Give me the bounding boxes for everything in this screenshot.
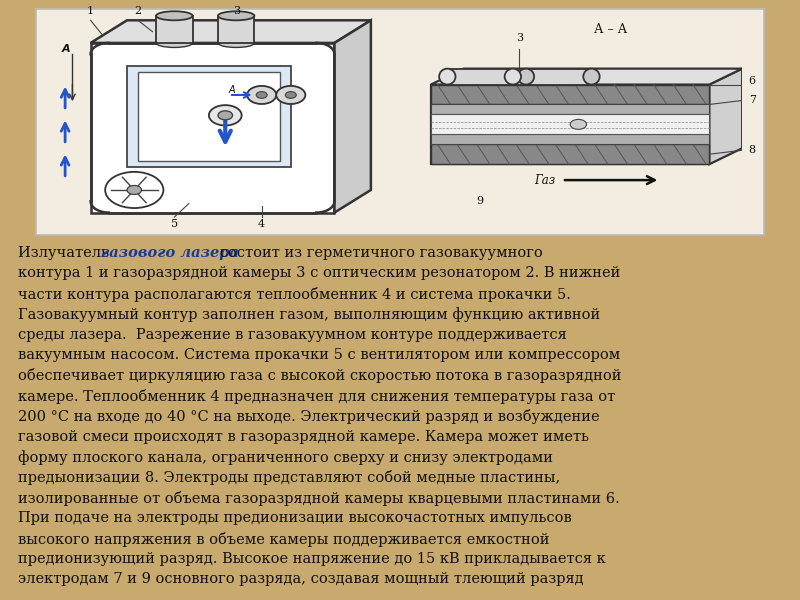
Text: 4: 4 [258, 219, 266, 229]
Text: вакуумным насосом. Система прокачки 5 с вентилятором или компрессором: вакуумным насосом. Система прокачки 5 с … [18, 348, 620, 362]
Circle shape [105, 172, 163, 208]
Ellipse shape [518, 68, 534, 85]
Polygon shape [138, 73, 280, 161]
Text: 3: 3 [233, 6, 240, 16]
FancyBboxPatch shape [36, 9, 764, 235]
Polygon shape [218, 16, 254, 43]
Polygon shape [90, 20, 371, 43]
Text: При подаче на электроды предионизации высокочастотных импульсов: При подаче на электроды предионизации вы… [18, 511, 571, 525]
Text: высокого напряжения в объеме камеры поддерживается емкостной: высокого напряжения в объеме камеры подд… [18, 532, 549, 547]
Circle shape [286, 92, 296, 98]
Ellipse shape [156, 38, 193, 47]
Ellipse shape [583, 68, 600, 85]
Text: Газ: Газ [534, 173, 555, 187]
Text: Газовакуумный контур заполнен газом, выполняющим функцию активной: Газовакуумный контур заполнен газом, вып… [18, 307, 600, 322]
Circle shape [570, 119, 586, 130]
Text: контура 1 и газоразрядной камеры 3 с оптическим резонатором 2. В нижней: контура 1 и газоразрядной камеры 3 с опт… [18, 266, 620, 280]
Text: 3: 3 [516, 33, 523, 43]
Circle shape [276, 86, 306, 104]
Text: среды лазера.  Разрежение в газовакуумном контуре поддерживается: среды лазера. Разрежение в газовакуумном… [18, 328, 566, 341]
Text: A: A [229, 85, 235, 95]
Ellipse shape [218, 38, 254, 47]
Text: предыонизации 8. Электроды представляют собой медные пластины,: предыонизации 8. Электроды представляют … [18, 470, 560, 485]
Text: А – А: А – А [594, 23, 628, 36]
Text: изолированные от объема газоразрядной камеры кварцевыми пластинами 6.: изолированные от объема газоразрядной ка… [18, 491, 619, 506]
Polygon shape [334, 20, 371, 212]
Text: части контура располагаются теплообменник 4 и система прокачки 5.: части контура располагаются теплообменни… [18, 287, 570, 302]
Polygon shape [431, 104, 710, 115]
Polygon shape [156, 16, 193, 43]
Ellipse shape [218, 11, 254, 20]
Text: предионизующий разряд. Высокое напряжение до 15 кВ прикладывается к: предионизующий разряд. Высокое напряжени… [18, 552, 606, 566]
Text: 1: 1 [87, 6, 94, 16]
Circle shape [247, 86, 276, 104]
Ellipse shape [156, 11, 193, 20]
Polygon shape [431, 115, 710, 134]
Text: обеспечивает циркуляцию газа с высокой скоростью потока в газоразрядной: обеспечивает циркуляцию газа с высокой с… [18, 368, 621, 383]
Ellipse shape [505, 68, 521, 85]
Circle shape [127, 185, 142, 194]
Text: 9: 9 [477, 196, 484, 206]
Text: A: A [62, 44, 70, 54]
Text: 200 °С на входе до 40 °С на выходе. Электрический разряд и возбуждение: 200 °С на входе до 40 °С на выходе. Элек… [18, 409, 599, 424]
Text: состоит из герметичного газовакуумного: состоит из герметичного газовакуумного [214, 246, 542, 260]
Polygon shape [710, 68, 742, 164]
Text: камере. Теплообменник 4 предназначен для снижения температуры газа от: камере. Теплообменник 4 предназначен для… [18, 389, 615, 404]
Text: газового лазера: газового лазера [101, 246, 239, 260]
Text: 7: 7 [749, 95, 756, 106]
Circle shape [256, 92, 267, 98]
Text: Излучатель: Излучатель [18, 246, 114, 260]
Circle shape [209, 105, 242, 125]
Text: электродам 7 и 9 основного разряда, создавая мощный тлеющий разряд: электродам 7 и 9 основного разряда, созд… [18, 572, 583, 586]
Polygon shape [90, 43, 334, 212]
Polygon shape [431, 134, 710, 144]
Polygon shape [431, 68, 742, 85]
Text: 6: 6 [749, 76, 756, 86]
Text: 5: 5 [170, 219, 178, 229]
Polygon shape [513, 68, 591, 85]
Polygon shape [127, 65, 290, 167]
Text: газовой смеси происходят в газоразрядной камере. Камера может иметь: газовой смеси происходят в газоразрядной… [18, 430, 589, 443]
Text: 2: 2 [134, 6, 142, 16]
Polygon shape [431, 85, 710, 104]
Text: форму плоского канала, ограниченного сверху и снизу электродами: форму плоского канала, ограниченного све… [18, 450, 553, 465]
Polygon shape [431, 144, 710, 164]
Ellipse shape [439, 68, 455, 85]
Polygon shape [447, 68, 526, 85]
Text: 8: 8 [749, 145, 756, 155]
Circle shape [218, 111, 233, 120]
Polygon shape [431, 85, 710, 164]
